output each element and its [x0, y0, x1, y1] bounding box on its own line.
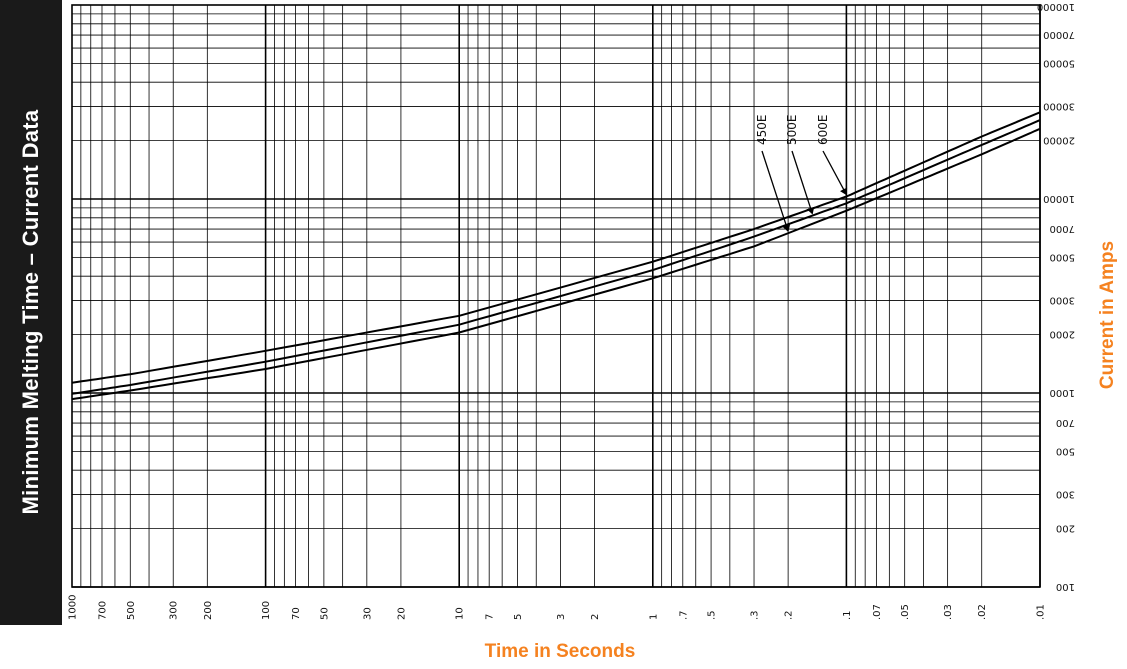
y-tick-label: 700 — [1056, 417, 1075, 428]
x-tick-label: 700 — [97, 601, 108, 620]
y-tick-label: 50000 — [1043, 57, 1075, 68]
grid-major — [72, 5, 1041, 588]
series-line-450E — [71, 127, 1041, 401]
x-tick-label: 1000 — [68, 595, 79, 620]
y-tick-label: 100000 — [1037, 1, 1075, 12]
x-tick-label: .1 — [842, 610, 853, 620]
series-line-500E — [71, 119, 1041, 395]
y-tick-label: 20000 — [1043, 135, 1075, 146]
y-tick-label: 30000 — [1043, 100, 1075, 111]
x-axis-label: Time in Seconds — [484, 641, 636, 662]
series-label-450E: 450E — [755, 115, 769, 146]
y-tick-label: 300 — [1056, 488, 1075, 499]
x-tick-label: .01 — [1036, 604, 1047, 620]
x-tick-label: .02 — [977, 604, 988, 620]
y-tick-label: 2000 — [1050, 329, 1075, 340]
leader-arrow-600E — [822, 150, 848, 196]
x-tick-labels: 1000 700 500 300 200 100 70 50 30 20 10 7 5 3 2 1 .7 .5 .3… — [68, 595, 1047, 620]
y-tick-label: 7000 — [1050, 223, 1075, 234]
plot-frame — [71, 4, 1041, 588]
x-tick-label: 500 — [126, 601, 137, 620]
x-tick-label: 20 — [396, 607, 407, 620]
x-tick-label: 50 — [319, 607, 330, 620]
x-tick-label: .07 — [872, 604, 883, 620]
x-tick-label: .2 — [784, 610, 795, 620]
series-label-600E: 600E — [816, 115, 830, 146]
x-tick-label: .5 — [707, 610, 718, 620]
side-banner: Minimum Melting Time – Current Data — [0, 0, 62, 625]
series-lines — [71, 111, 1041, 401]
y-tick-label: 5000 — [1050, 251, 1075, 262]
x-tick-label: 100 — [261, 601, 272, 620]
x-tick-label: 30 — [362, 607, 373, 620]
leader-arrow-500E — [791, 150, 815, 215]
series-line-600E — [71, 111, 1041, 384]
x-tick-label: .7 — [678, 610, 689, 620]
y-tick-label: 100 — [1056, 581, 1075, 592]
x-tick-label: 200 — [203, 601, 214, 620]
series-label-500E: 500E — [785, 115, 799, 146]
y-tick-label: 10000 — [1043, 193, 1075, 204]
grid-minor — [72, 5, 1040, 587]
y-axis-label: Current in Amps — [1097, 240, 1118, 390]
y-tick-label: 500 — [1056, 445, 1075, 456]
x-tick-label: 10 — [455, 607, 466, 620]
x-tick-label: 300 — [169, 601, 180, 620]
x-tick-label: 2 — [590, 614, 601, 620]
y-tick-label: 70000 — [1043, 29, 1075, 40]
x-tick-label: 70 — [291, 607, 302, 620]
x-tick-label: 7 — [485, 614, 496, 620]
x-tick-label: 5 — [513, 614, 524, 620]
y-tick-label: 3000 — [1050, 294, 1075, 305]
x-tick-label: 3 — [556, 614, 567, 620]
x-tick-label: 1 — [648, 614, 659, 620]
series-annotations: 450E 500E 600E — [755, 115, 848, 233]
y-tick-label: 1000 — [1050, 387, 1075, 398]
x-tick-label: .05 — [900, 604, 911, 620]
x-tick-label: .3 — [750, 610, 761, 620]
y-tick-label: 200 — [1056, 523, 1075, 534]
x-tick-label: .03 — [943, 604, 954, 620]
leader-arrow-450E — [761, 150, 791, 233]
y-tick-labels: 100 200 300 500 700 1000 2000 3000 5000 7000 10000… — [1037, 1, 1075, 592]
